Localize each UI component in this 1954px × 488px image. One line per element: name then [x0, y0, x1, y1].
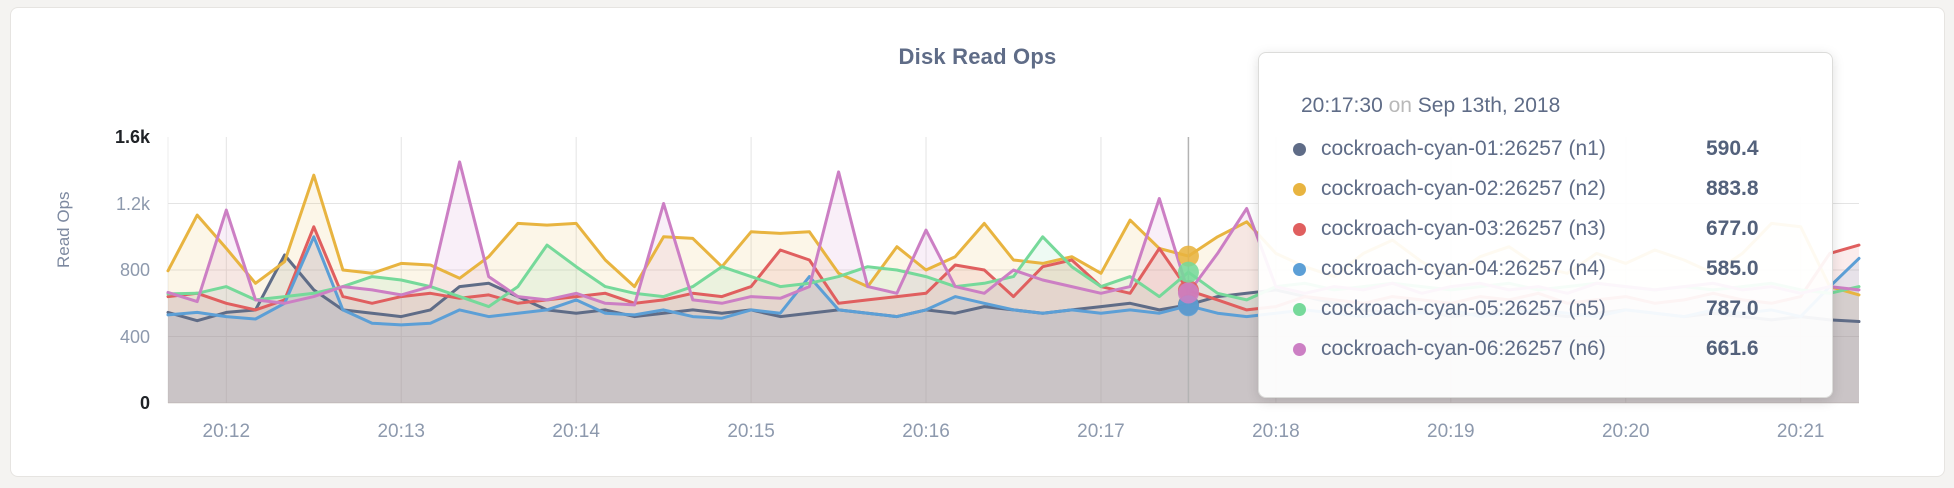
x-tick-label: 20:17	[1077, 421, 1125, 442]
series-color-dot-icon	[1293, 342, 1306, 356]
x-tick-label: 20:13	[377, 421, 425, 442]
hover-point-dot	[1177, 282, 1199, 304]
series-color-dot-icon	[1293, 262, 1306, 276]
tooltip-series-row: cockroach-cyan-02:26257 (n2) 883.8	[1293, 169, 1798, 209]
series-name: cockroach-cyan-06:26257 (n6)	[1321, 337, 1606, 360]
series-value: 677.0	[1706, 217, 1759, 240]
tooltip-time: 20:17:30	[1301, 94, 1383, 117]
x-tick-label: 20:21	[1776, 421, 1825, 442]
tooltip-series-row: cockroach-cyan-03:26257 (n3) 677.0	[1293, 209, 1798, 249]
tooltip-date: Sep 13th, 2018	[1417, 94, 1561, 117]
tooltip-series-row: cockroach-cyan-06:26257 (n6) 661.6	[1293, 329, 1798, 369]
series-name: cockroach-cyan-04:26257 (n4)	[1321, 257, 1606, 280]
series-name: cockroach-cyan-05:26257 (n5)	[1321, 297, 1606, 320]
x-tick-label: 20:20	[1601, 421, 1650, 442]
series-value: 661.6	[1706, 337, 1759, 360]
tooltip-rows: cockroach-cyan-01:26257 (n1) 590.4 cockroa…	[1293, 129, 1798, 369]
series-color-dot-icon	[1293, 222, 1306, 236]
x-tick-label: 20:19	[1427, 421, 1475, 442]
y-tick-label: 1.2k	[115, 193, 150, 214]
series-name: cockroach-cyan-03:26257 (n3)	[1321, 217, 1606, 240]
hover-point-dot	[1177, 245, 1199, 267]
chart-tooltip: 20:17:30 on Sep 13th, 2018 cockroach-cya…	[1258, 52, 1833, 398]
x-tick-label: 20:14	[552, 421, 600, 442]
tooltip-series-row: cockroach-cyan-05:26257 (n5) 787.0	[1293, 289, 1798, 329]
tooltip-header: 20:17:30 on Sep 13th, 2018	[1301, 93, 1798, 119]
tooltip-conjunction: on	[1388, 94, 1412, 117]
tooltip-series-row: cockroach-cyan-01:26257 (n1) 590.4	[1293, 129, 1798, 169]
chart-title: Disk Read Ops	[898, 44, 1057, 69]
tooltip-series-row: cockroach-cyan-04:26257 (n4) 585.0	[1293, 249, 1798, 289]
x-tick-label: 20:16	[902, 421, 950, 442]
series-color-dot-icon	[1293, 142, 1306, 156]
series-value: 883.8	[1706, 177, 1759, 200]
series-color-dot-icon	[1293, 302, 1306, 316]
series-value: 787.0	[1706, 297, 1759, 320]
series-value: 585.0	[1706, 257, 1759, 280]
series-name: cockroach-cyan-02:26257 (n2)	[1321, 177, 1606, 200]
y-tick-label: 800	[119, 260, 150, 280]
y-tick-label: 400	[119, 326, 150, 347]
hover-point-dot	[1177, 261, 1199, 283]
y-tick-label: 1.6k	[114, 127, 150, 147]
y-tick-label: 0	[139, 393, 150, 413]
series-color-dot-icon	[1293, 182, 1306, 196]
x-tick-label: 20:15	[727, 421, 775, 442]
series-name: cockroach-cyan-01:26257 (n1)	[1321, 137, 1606, 160]
series-value: 590.4	[1706, 137, 1759, 160]
x-tick-label: 20:18	[1252, 421, 1300, 442]
x-tick-label: 20:12	[202, 421, 251, 442]
